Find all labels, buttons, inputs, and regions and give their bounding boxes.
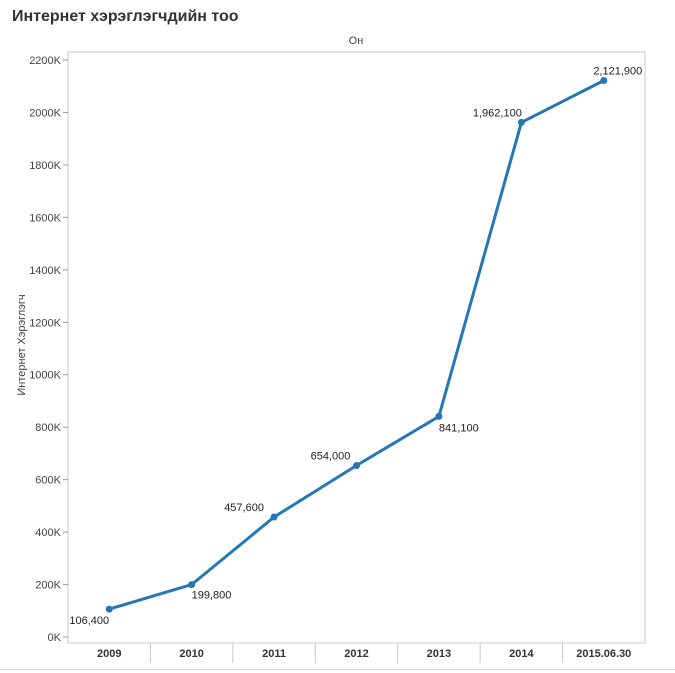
data-label: 457,600 — [224, 502, 264, 514]
data-label: 106,400 — [69, 615, 109, 627]
y-tick-label: 200K — [35, 580, 61, 592]
data-label: 199,800 — [192, 590, 232, 602]
data-label: 2,121,900 — [593, 65, 642, 77]
plot-border — [67, 51, 646, 644]
x-tick-label: 2012 — [344, 648, 368, 660]
data-point — [188, 581, 196, 589]
y-tick-label: 2000K — [29, 107, 61, 119]
y-tick-label: 400K — [35, 527, 61, 539]
y-tick-label: 800K — [35, 422, 61, 434]
y-tick-label: 0K — [48, 632, 62, 644]
y-tick-label: 1600K — [29, 212, 61, 224]
data-label: 654,000 — [311, 450, 351, 462]
bottom-divider — [0, 669, 675, 670]
y-tick-label: 2200K — [29, 55, 61, 67]
data-point — [353, 461, 360, 469]
plot-area: 0K 200K 400K 600K 800K 1000K 1200K 1400K 1600K 18… — [29, 51, 646, 663]
x-tick-label: 2015.06.30 — [576, 648, 631, 660]
data-point — [435, 412, 443, 420]
y-tick-label: 1200K — [29, 317, 61, 329]
y-axis-label: Интернет Хэрэглэгч — [16, 294, 28, 395]
data-label: 841,100 — [439, 422, 479, 434]
y-tick-label: 1000K — [29, 370, 61, 382]
data-point — [105, 605, 113, 613]
y-tick-label: 600K — [35, 475, 61, 487]
x-tick-label: 2013 — [427, 648, 451, 660]
x-tick-label: 2011 — [262, 648, 286, 660]
x-tick-label: 2009 — [97, 648, 121, 660]
data-point — [600, 76, 608, 84]
x-tick-label: 2010 — [179, 648, 203, 660]
y-tick-label: 1400K — [29, 265, 61, 277]
series-line — [107, 79, 606, 611]
data-point — [270, 513, 278, 521]
column-header-label: Он — [349, 35, 364, 47]
chart-title: Интернет хэрэглэгчдийн тоо — [12, 8, 239, 25]
data-point — [517, 118, 525, 126]
y-tick-label: 1800K — [29, 160, 61, 172]
data-label: 1,962,100 — [473, 107, 522, 119]
x-tick-label: 2014 — [509, 648, 534, 660]
